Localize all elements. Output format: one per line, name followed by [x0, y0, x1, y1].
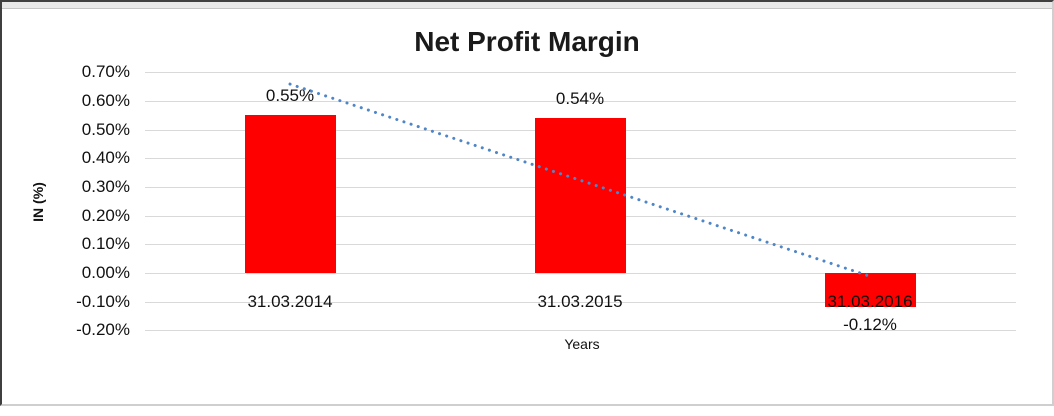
- y-tick-label: 0.50%: [81, 120, 130, 139]
- y-tick-label: 0.70%: [81, 62, 130, 81]
- y-tick-label: -0.10%: [76, 292, 130, 311]
- chart-frame: Net Profit Margin IN (%) Years 0.70% 0.60…: [0, 0, 1054, 406]
- chart-title: Net Profit Margin: [414, 26, 640, 57]
- x-axis-title: Years: [564, 336, 600, 352]
- y-tick-label: 0.00%: [81, 263, 130, 282]
- y-tick-label: 0.60%: [81, 91, 130, 110]
- gridline: [145, 72, 1016, 73]
- y-tick-label: 0.30%: [81, 177, 130, 196]
- value-label: 0.55%: [265, 86, 315, 105]
- value-label: -0.12%: [843, 315, 897, 334]
- bar: [825, 273, 916, 307]
- category-label: 31.03.2016: [827, 292, 913, 311]
- y-tick-label: 0.10%: [81, 234, 130, 253]
- bar: [535, 118, 626, 273]
- value-label: 0.54%: [555, 89, 605, 108]
- category-label: 31.03.2014: [247, 292, 333, 311]
- frame-top-strip: [2, 2, 1052, 9]
- category-label: 31.03.2015: [537, 292, 623, 311]
- gridline: [145, 330, 1016, 331]
- y-tick-label: 0.40%: [81, 148, 130, 167]
- y-tick-label: 0.20%: [81, 206, 130, 225]
- gridline: [145, 302, 1016, 303]
- y-tick-label: -0.20%: [76, 320, 130, 339]
- bar: [245, 115, 336, 273]
